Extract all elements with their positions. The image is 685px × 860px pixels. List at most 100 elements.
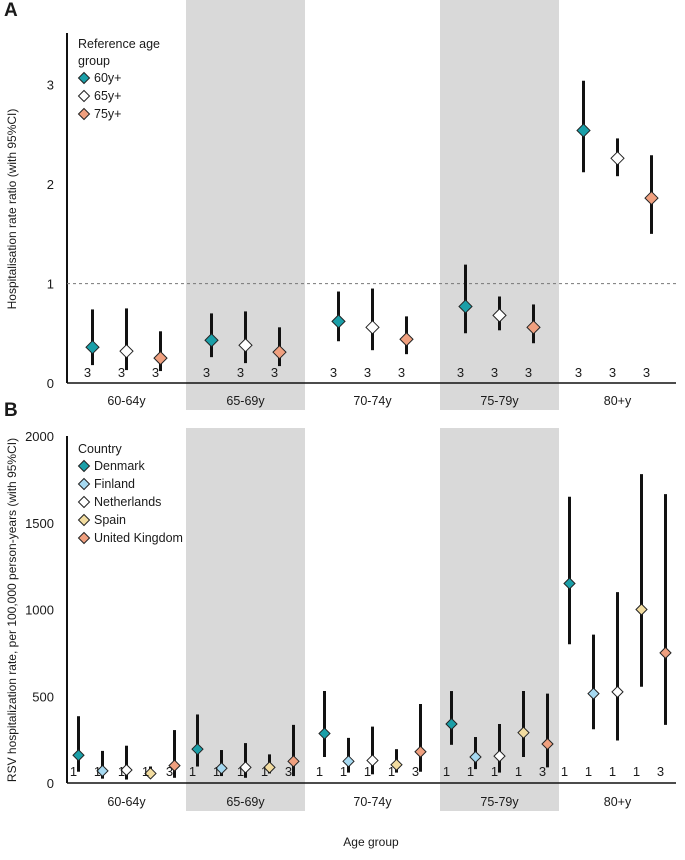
- sample-count: 3: [491, 365, 498, 380]
- sample-count: 1: [585, 764, 592, 779]
- sample-count: 1: [443, 764, 450, 779]
- data-point: [576, 123, 591, 138]
- legend-marker: [77, 495, 91, 509]
- sample-count: 1: [316, 764, 323, 779]
- sample-count: 1: [142, 764, 149, 779]
- data-point: [168, 759, 181, 772]
- data-point: [239, 761, 252, 774]
- x-category-label: 65-69y: [226, 394, 265, 408]
- sample-count: 1: [467, 764, 474, 779]
- sample-count: 1: [609, 764, 616, 779]
- data-point: [120, 763, 133, 777]
- data-point: [342, 755, 355, 768]
- sample-count: 3: [525, 365, 532, 380]
- data-point: [153, 350, 168, 366]
- data-point: [390, 758, 403, 771]
- x-category-label: 75-79y: [480, 795, 519, 809]
- data-point: [644, 190, 659, 206]
- data-point: [366, 754, 379, 767]
- data-point: [72, 749, 85, 762]
- legend-item: 65y+: [94, 89, 121, 103]
- y-axis-label: Hospitalisation rate ratio (with 95%CI): [5, 109, 19, 310]
- y-tick-label: 2: [47, 177, 54, 192]
- data-point: [191, 742, 204, 756]
- data-point: [493, 749, 506, 763]
- sample-count: 1: [94, 764, 101, 779]
- data-point: [119, 343, 134, 359]
- x-category-label: 75-79y: [480, 394, 519, 408]
- sample-count: 3: [643, 365, 650, 380]
- y-tick-label: 500: [32, 689, 54, 704]
- sample-count: 3: [84, 365, 91, 380]
- x-axis-label: Age group: [343, 835, 399, 849]
- legend-item: 60y+: [94, 71, 121, 85]
- legend-item: Netherlands: [94, 495, 161, 509]
- data-point: [492, 308, 507, 323]
- sample-count: 3: [609, 365, 616, 380]
- legend-marker: [77, 513, 91, 527]
- x-category-label: 65-69y: [226, 795, 265, 809]
- sample-count: 3: [330, 365, 337, 380]
- x-category-label: 60-64y: [107, 795, 146, 809]
- data-point: [272, 344, 287, 360]
- data-point: [238, 338, 253, 353]
- data-point: [331, 314, 346, 329]
- y-tick-label: 1: [47, 277, 54, 292]
- sample-count: 1: [491, 764, 498, 779]
- panel-b: 0 500 1000 1500 2000 60-64y 65-69y 70-74y 75-79y…: [4, 400, 676, 849]
- y-axis-label: RSV hospitalization rate, per 100,000 pe…: [5, 438, 19, 782]
- x-category-label: 70-74y: [353, 795, 392, 809]
- sample-count: 3: [575, 365, 582, 380]
- panel-label: A: [4, 0, 18, 21]
- data-point: [610, 151, 625, 166]
- data-point: [458, 299, 473, 314]
- legend-title: Reference age: [78, 37, 160, 51]
- legend-item: 75y+: [94, 107, 121, 121]
- sample-count: 3: [152, 365, 159, 380]
- panel-a: 0 1 2 3 60-64y 65-69y 70-74y 75-79y 80+y 3 3 3 3 3 3 3 3…: [4, 0, 676, 410]
- data-point: [365, 320, 380, 335]
- sample-count: 1: [340, 764, 347, 779]
- data-point: [144, 767, 157, 780]
- sample-count: 1: [237, 764, 244, 779]
- legend-marker: [77, 459, 91, 473]
- data-point: [287, 755, 300, 768]
- legend-marker: [77, 71, 91, 85]
- sample-count: 1: [515, 764, 522, 779]
- y-tick-label: 2000: [25, 429, 54, 444]
- data-point: [541, 737, 554, 751]
- data-point: [563, 577, 576, 590]
- sample-count: 1: [213, 764, 220, 779]
- legend-marker: [77, 89, 91, 103]
- sample-count: 3: [166, 764, 173, 779]
- sample-count: 3: [657, 764, 664, 779]
- legend-title: group: [78, 54, 110, 68]
- data-point: [526, 320, 541, 335]
- sample-count: 3: [237, 365, 244, 380]
- sample-count: 1: [364, 764, 371, 779]
- y-tick-label: 3: [47, 78, 54, 93]
- data-point: [318, 727, 331, 740]
- data-point: [414, 745, 427, 758]
- data-point: [85, 339, 100, 355]
- data-point: [399, 332, 414, 347]
- sample-count: 1: [388, 764, 395, 779]
- sample-count: 3: [412, 764, 419, 779]
- panel-label: B: [4, 400, 18, 421]
- y-tick-label: 0: [47, 376, 54, 391]
- x-category-label: 80+y: [604, 795, 632, 809]
- y-tick-label: 1000: [25, 603, 54, 618]
- sample-count: 1: [70, 764, 77, 779]
- legend-marker: [77, 531, 91, 545]
- legend-item: Denmark: [94, 459, 145, 473]
- sample-count: 3: [271, 365, 278, 380]
- sample-count: 3: [364, 365, 371, 380]
- sample-count: 3: [539, 764, 546, 779]
- y-tick-label: 1500: [25, 516, 54, 531]
- sample-count: 1: [261, 764, 268, 779]
- sample-count: 1: [561, 764, 568, 779]
- data-point: [204, 333, 219, 348]
- data-point: [517, 726, 530, 739]
- data-point: [469, 750, 482, 764]
